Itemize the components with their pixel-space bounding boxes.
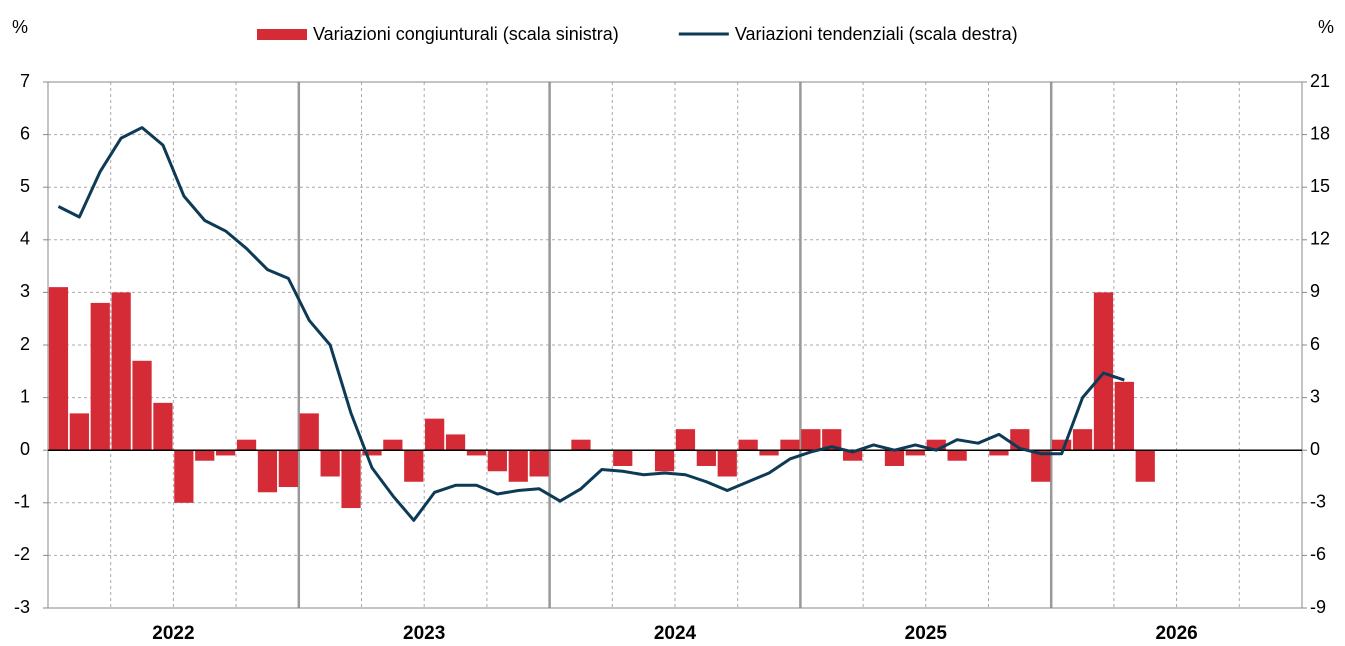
bar xyxy=(299,413,319,451)
y-unit-left: % xyxy=(12,17,28,37)
bar xyxy=(320,450,340,477)
legend-label: Variazioni congiunturali (scala sinistra… xyxy=(313,24,619,44)
bar xyxy=(425,418,445,451)
y-tick-label: 2 xyxy=(20,334,30,354)
y-tick-label: 6 xyxy=(20,123,30,143)
bar xyxy=(1114,381,1134,451)
bar xyxy=(404,450,424,482)
bar xyxy=(905,450,925,456)
bar xyxy=(989,450,1009,456)
plot-frame xyxy=(47,81,1303,609)
bar xyxy=(1031,450,1051,482)
bar xyxy=(132,360,152,451)
y2-tick-label: 6 xyxy=(1310,334,1320,354)
bar xyxy=(487,450,507,472)
y2-tick-label: 21 xyxy=(1310,71,1330,91)
y2-tick-label: 9 xyxy=(1310,281,1320,301)
x-tick-label: 2023 xyxy=(403,623,445,644)
bar xyxy=(1093,292,1114,451)
x-tick-label: 2025 xyxy=(905,623,948,644)
bar xyxy=(111,292,131,451)
bar xyxy=(216,450,236,456)
x-tick-label: 2026 xyxy=(1155,623,1197,644)
y2-tick-label: 18 xyxy=(1310,123,1330,143)
y-tick-label: 5 xyxy=(20,176,30,196)
y2-tick-label: -6 xyxy=(1310,544,1326,564)
bar xyxy=(445,434,466,451)
bar xyxy=(571,439,591,451)
bar xyxy=(717,450,737,477)
bar xyxy=(884,450,905,466)
x-tick-label: 2024 xyxy=(654,623,697,644)
bar xyxy=(696,450,716,466)
bar xyxy=(153,402,173,451)
bar xyxy=(675,429,696,451)
bar xyxy=(926,439,946,451)
bar xyxy=(801,429,821,451)
bar xyxy=(613,450,633,466)
y-tick-label: -3 xyxy=(14,597,30,617)
legend-label: Variazioni tendenziali (scala destra) xyxy=(735,24,1018,44)
y2-tick-label: 15 xyxy=(1310,176,1330,196)
bar xyxy=(759,450,779,456)
y-unit-right: % xyxy=(1318,17,1334,37)
bar xyxy=(780,439,800,451)
bar xyxy=(508,450,528,482)
bar xyxy=(362,450,382,456)
bar xyxy=(1052,439,1072,451)
bar xyxy=(843,450,863,461)
y-tick-label: -2 xyxy=(14,544,30,564)
y-tick-label: 3 xyxy=(20,281,30,301)
bar xyxy=(947,450,967,461)
bar xyxy=(1072,429,1093,451)
y2-tick-label: -9 xyxy=(1310,597,1326,617)
bar xyxy=(654,450,675,472)
bar xyxy=(383,439,403,451)
bar xyxy=(48,287,69,451)
line xyxy=(57,126,1125,522)
bar xyxy=(738,439,758,451)
y2-tick-label: -3 xyxy=(1310,492,1326,512)
bar xyxy=(529,450,549,477)
y-tick-label: 4 xyxy=(20,229,30,249)
bar xyxy=(195,450,215,461)
y2-tick-label: 3 xyxy=(1310,386,1320,406)
bar xyxy=(90,302,110,451)
y-tick-label: 1 xyxy=(20,386,30,406)
y-tick-label: -1 xyxy=(14,492,30,512)
bar xyxy=(69,413,89,451)
x-tick-label: 2022 xyxy=(152,623,194,644)
bar xyxy=(278,450,298,488)
bar xyxy=(822,429,842,451)
bar xyxy=(466,450,487,456)
bar xyxy=(236,439,257,451)
y-tick-label: 0 xyxy=(20,439,30,459)
bar xyxy=(1135,450,1155,482)
legend-swatch xyxy=(257,29,307,40)
bar xyxy=(174,450,194,503)
bar xyxy=(341,450,361,509)
bar xyxy=(257,450,278,493)
y2-tick-label: 0 xyxy=(1310,439,1320,459)
y2-tick-label: 12 xyxy=(1310,229,1330,249)
y-tick-label: 7 xyxy=(20,71,30,91)
